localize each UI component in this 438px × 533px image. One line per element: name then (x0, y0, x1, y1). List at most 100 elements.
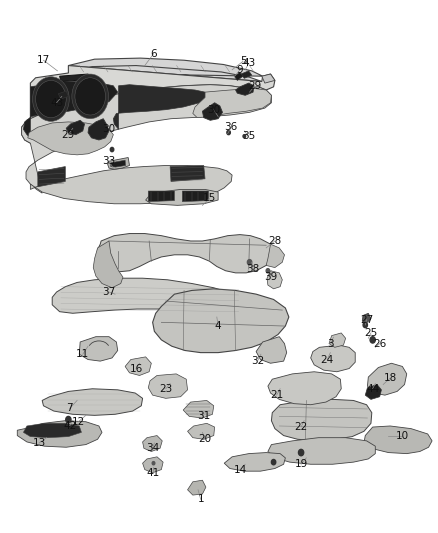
Polygon shape (111, 160, 126, 167)
Text: 24: 24 (321, 354, 334, 365)
Polygon shape (272, 399, 372, 441)
Polygon shape (362, 313, 371, 322)
Polygon shape (38, 166, 65, 187)
Polygon shape (52, 278, 246, 314)
Polygon shape (23, 423, 81, 438)
Text: 21: 21 (270, 390, 283, 400)
Polygon shape (329, 333, 346, 348)
Polygon shape (241, 71, 252, 78)
Text: 30: 30 (102, 124, 116, 134)
Text: 35: 35 (242, 131, 255, 141)
Polygon shape (148, 374, 187, 398)
Polygon shape (68, 58, 263, 82)
Text: 12: 12 (72, 417, 85, 427)
Circle shape (227, 131, 230, 135)
Text: 29: 29 (62, 130, 75, 140)
Polygon shape (143, 435, 162, 451)
Polygon shape (202, 103, 223, 120)
Polygon shape (367, 364, 407, 395)
Polygon shape (236, 83, 254, 95)
Polygon shape (21, 85, 272, 193)
Circle shape (298, 449, 304, 456)
Polygon shape (125, 357, 151, 375)
Text: 7: 7 (67, 403, 73, 414)
Polygon shape (266, 244, 285, 268)
Polygon shape (268, 438, 375, 464)
Text: 15: 15 (203, 193, 216, 204)
Text: 39: 39 (264, 272, 277, 282)
Polygon shape (88, 119, 109, 140)
Polygon shape (187, 423, 215, 439)
Text: 6: 6 (150, 49, 157, 59)
Circle shape (272, 459, 276, 465)
Text: 36: 36 (225, 122, 238, 132)
Polygon shape (42, 389, 143, 415)
Polygon shape (108, 158, 130, 169)
Circle shape (110, 148, 114, 152)
Text: 41: 41 (146, 468, 159, 478)
Text: 20: 20 (198, 434, 212, 445)
Polygon shape (21, 66, 275, 143)
Text: 33: 33 (102, 156, 116, 166)
Text: 26: 26 (373, 338, 386, 349)
Text: 44: 44 (366, 384, 379, 394)
Circle shape (72, 74, 109, 119)
Text: 27: 27 (360, 314, 373, 325)
Text: 3: 3 (328, 338, 334, 349)
Polygon shape (234, 72, 243, 80)
Circle shape (152, 462, 155, 465)
Polygon shape (182, 191, 208, 201)
Text: 13: 13 (32, 438, 46, 448)
Polygon shape (262, 74, 275, 83)
Text: 11: 11 (76, 349, 89, 359)
Text: 42: 42 (63, 421, 76, 431)
Text: 31: 31 (197, 411, 210, 422)
Polygon shape (268, 372, 341, 405)
Polygon shape (143, 457, 163, 473)
Text: 1: 1 (198, 494, 204, 504)
Polygon shape (93, 241, 123, 288)
Circle shape (66, 416, 71, 423)
Text: 22: 22 (294, 422, 308, 432)
Polygon shape (187, 480, 206, 495)
Text: 25: 25 (364, 328, 378, 338)
Circle shape (243, 135, 246, 138)
Circle shape (370, 337, 375, 343)
Polygon shape (183, 400, 214, 418)
Circle shape (32, 77, 69, 122)
Polygon shape (256, 337, 287, 364)
Text: 30: 30 (207, 104, 220, 115)
Polygon shape (66, 120, 85, 135)
Polygon shape (28, 122, 113, 155)
Circle shape (247, 260, 252, 265)
Text: 29: 29 (248, 81, 261, 91)
Polygon shape (17, 421, 102, 447)
Text: 18: 18 (384, 373, 397, 383)
Polygon shape (170, 165, 205, 181)
Text: 14: 14 (233, 465, 247, 474)
Text: 5: 5 (240, 56, 246, 66)
Polygon shape (113, 85, 207, 130)
Polygon shape (311, 345, 355, 372)
Polygon shape (364, 426, 432, 454)
Circle shape (35, 80, 66, 118)
Polygon shape (148, 191, 174, 201)
Text: 28: 28 (268, 236, 282, 246)
Circle shape (266, 269, 270, 273)
Polygon shape (60, 74, 90, 82)
Polygon shape (224, 453, 286, 471)
Text: 34: 34 (146, 443, 159, 453)
Text: 16: 16 (129, 364, 143, 374)
Text: 9: 9 (237, 65, 243, 75)
Polygon shape (152, 289, 289, 353)
Polygon shape (23, 82, 118, 138)
Polygon shape (79, 337, 118, 361)
Text: 43: 43 (50, 98, 63, 108)
Text: 17: 17 (37, 55, 50, 65)
Polygon shape (193, 88, 272, 118)
Text: 19: 19 (294, 459, 308, 469)
Polygon shape (30, 165, 232, 204)
Text: 4: 4 (215, 321, 222, 331)
Circle shape (363, 322, 367, 328)
Polygon shape (58, 91, 68, 99)
